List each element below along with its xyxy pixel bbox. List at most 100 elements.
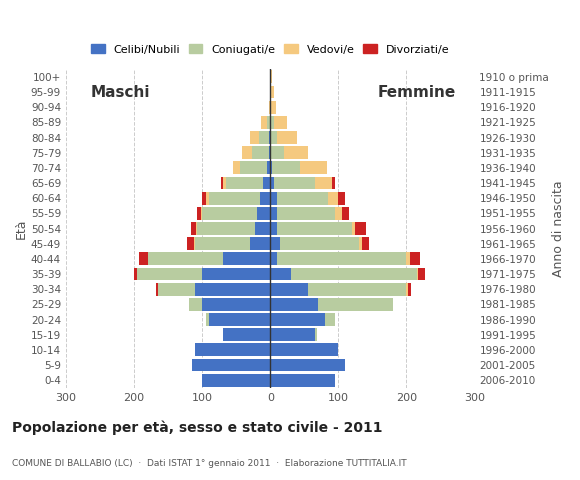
Bar: [407, 283, 408, 296]
Bar: [416, 267, 418, 280]
Bar: [332, 177, 335, 190]
Bar: [202, 298, 270, 311]
Bar: [188, 298, 202, 311]
Bar: [267, 116, 270, 129]
Bar: [263, 177, 270, 190]
Bar: [277, 192, 328, 204]
Bar: [148, 252, 223, 265]
Bar: [277, 207, 335, 220]
Bar: [356, 222, 365, 235]
Bar: [352, 222, 356, 235]
Bar: [270, 283, 308, 296]
Y-axis label: Anno di nascita: Anno di nascita: [552, 180, 565, 277]
Bar: [157, 283, 158, 296]
Bar: [192, 359, 270, 372]
Bar: [362, 237, 369, 250]
Bar: [410, 252, 420, 265]
Bar: [270, 359, 345, 372]
Bar: [314, 328, 317, 341]
Bar: [259, 131, 269, 144]
Text: Popolazione per età, sesso e stato civile - 2011: Popolazione per età, sesso e stato civil…: [12, 420, 382, 435]
Bar: [274, 116, 287, 129]
Bar: [195, 237, 250, 250]
Bar: [242, 146, 252, 159]
Bar: [197, 222, 255, 235]
Bar: [195, 283, 270, 296]
Bar: [270, 101, 276, 114]
Bar: [270, 222, 277, 235]
Bar: [221, 177, 223, 190]
Bar: [201, 207, 202, 220]
Bar: [202, 192, 205, 204]
Bar: [233, 161, 240, 174]
Bar: [270, 328, 314, 341]
Bar: [187, 237, 194, 250]
Bar: [281, 237, 359, 250]
Bar: [299, 161, 327, 174]
Bar: [277, 222, 352, 235]
Bar: [270, 131, 277, 144]
Bar: [209, 192, 260, 204]
Bar: [252, 146, 269, 159]
Bar: [270, 207, 277, 220]
Bar: [270, 252, 277, 265]
Bar: [284, 146, 308, 159]
Bar: [338, 192, 345, 204]
Bar: [270, 374, 335, 386]
Bar: [260, 192, 270, 204]
Bar: [270, 71, 271, 84]
Bar: [342, 207, 349, 220]
Bar: [270, 192, 277, 204]
Bar: [270, 85, 274, 98]
Bar: [226, 177, 263, 190]
Bar: [194, 237, 195, 250]
Bar: [418, 267, 425, 280]
Bar: [270, 313, 325, 326]
Bar: [134, 267, 137, 280]
Bar: [325, 313, 335, 326]
Bar: [255, 222, 270, 235]
Bar: [308, 283, 407, 296]
Legend: Celibi/Nubili, Coniugati/e, Vedovi/e, Divorziati/e: Celibi/Nubili, Coniugati/e, Vedovi/e, Di…: [87, 40, 454, 59]
Bar: [139, 252, 148, 265]
Bar: [328, 192, 338, 204]
Bar: [202, 207, 256, 220]
Bar: [318, 298, 393, 311]
Bar: [335, 207, 342, 220]
Bar: [223, 328, 270, 341]
Bar: [274, 177, 314, 190]
Text: Maschi: Maschi: [90, 84, 150, 99]
Bar: [196, 222, 197, 235]
Bar: [269, 131, 270, 144]
Bar: [158, 283, 195, 296]
Bar: [223, 177, 226, 190]
Bar: [197, 207, 201, 220]
Bar: [205, 192, 209, 204]
Bar: [262, 116, 267, 129]
Bar: [195, 343, 270, 356]
Bar: [251, 131, 259, 144]
Bar: [250, 237, 270, 250]
Bar: [269, 146, 270, 159]
Bar: [272, 161, 299, 174]
Text: COMUNE DI BALLABIO (LC)  ·  Dati ISTAT 1° gennaio 2011  ·  Elaborazione TUTTITAL: COMUNE DI BALLABIO (LC) · Dati ISTAT 1° …: [12, 458, 406, 468]
Bar: [270, 267, 291, 280]
Text: Femmine: Femmine: [378, 84, 456, 99]
Bar: [270, 298, 318, 311]
Bar: [267, 161, 270, 174]
Bar: [270, 116, 274, 129]
Bar: [291, 267, 416, 280]
Bar: [202, 267, 270, 280]
Bar: [269, 101, 270, 114]
Bar: [408, 283, 411, 296]
Bar: [270, 177, 274, 190]
Bar: [359, 237, 362, 250]
Bar: [256, 207, 270, 220]
Bar: [277, 252, 407, 265]
Bar: [314, 177, 332, 190]
Bar: [270, 146, 284, 159]
Y-axis label: Età: Età: [15, 218, 28, 239]
Bar: [205, 313, 209, 326]
Bar: [270, 161, 272, 174]
Bar: [209, 313, 270, 326]
